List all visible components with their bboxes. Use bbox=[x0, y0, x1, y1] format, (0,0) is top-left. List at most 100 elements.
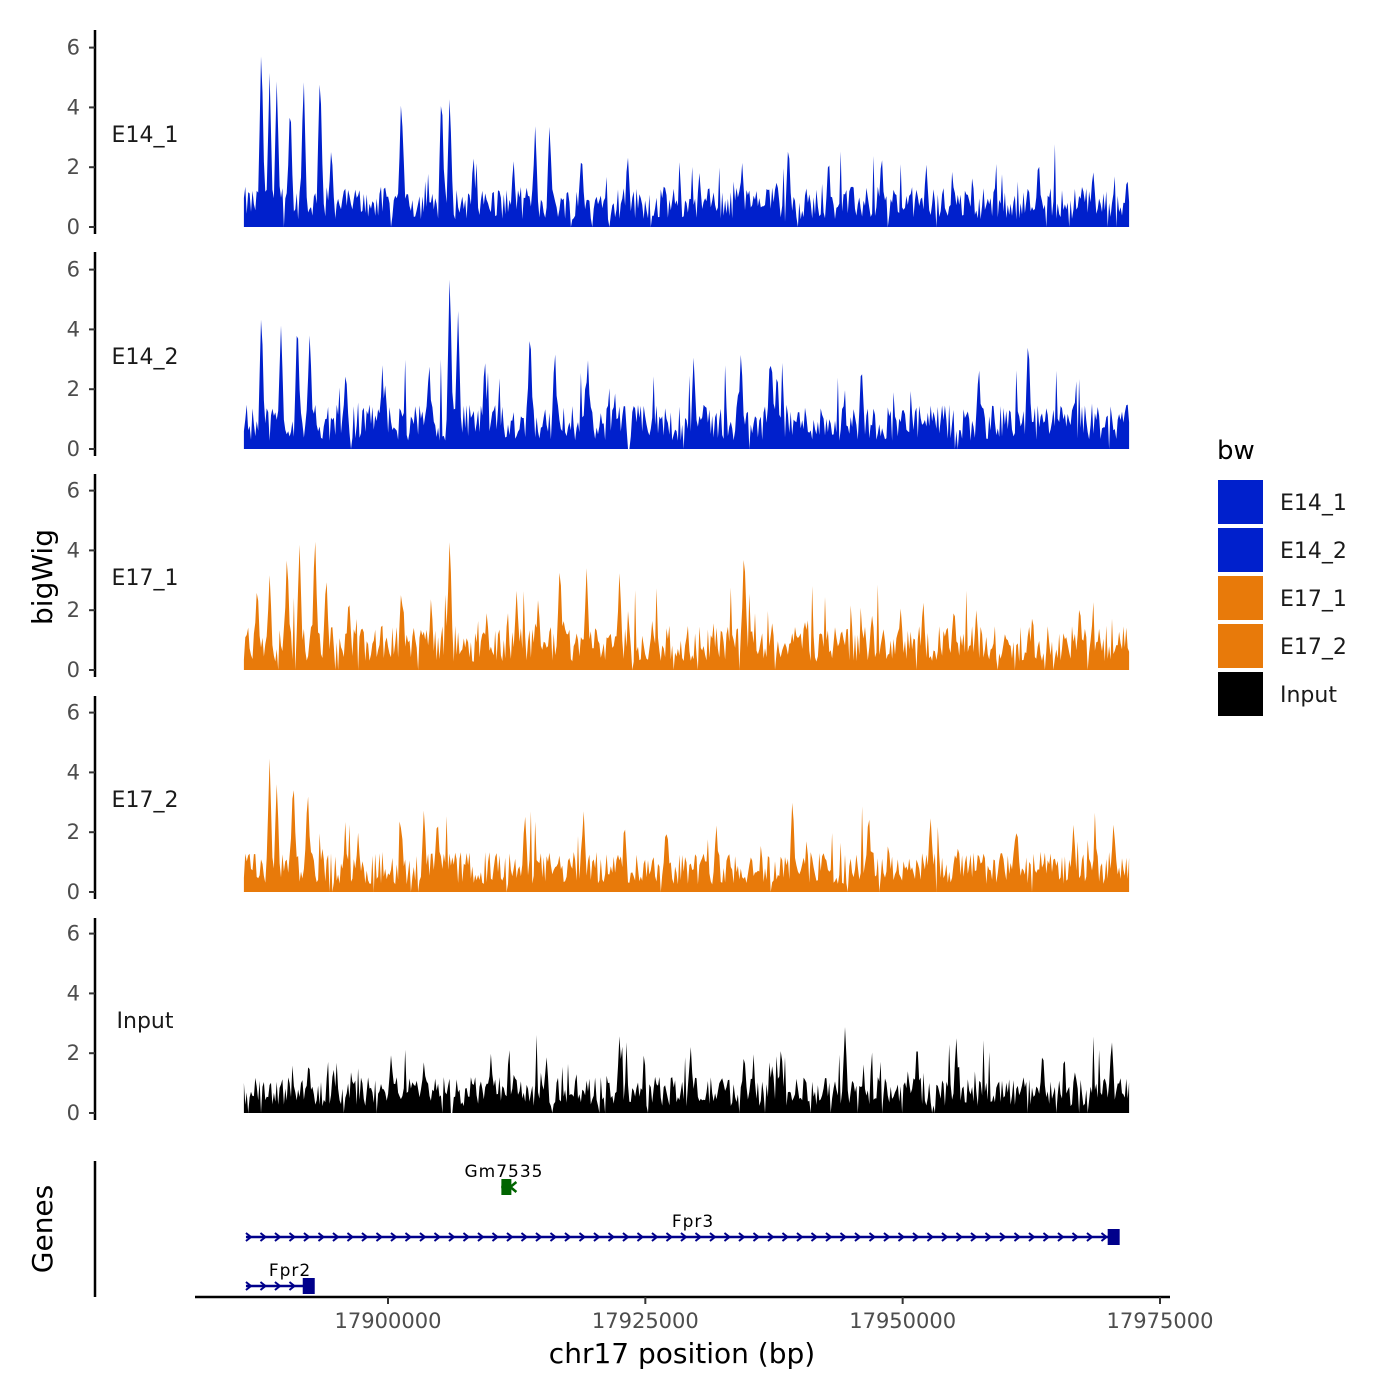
strand-chevron bbox=[941, 1232, 949, 1242]
strand-chevron bbox=[926, 1232, 935, 1242]
track-e14-2: 0 2 4 6 E14_2 bbox=[67, 252, 1130, 461]
legend-item-e14-2: E14_2 bbox=[1218, 528, 1347, 572]
strand-chevron bbox=[520, 1232, 529, 1242]
track-label: E17_1 bbox=[112, 566, 179, 591]
track-label: E14_2 bbox=[112, 345, 179, 370]
strand-chevron bbox=[665, 1232, 674, 1242]
legend-swatch bbox=[1218, 480, 1263, 524]
strand-chevron bbox=[361, 1232, 369, 1242]
strand-chevron bbox=[274, 1232, 282, 1242]
strand-chevron bbox=[303, 1232, 311, 1242]
strand-chevron bbox=[1086, 1232, 1094, 1242]
y-tick-label: 2 bbox=[67, 377, 80, 401]
y-tick-label: 2 bbox=[67, 820, 80, 844]
strand-chevron bbox=[259, 1281, 268, 1291]
strand-chevron bbox=[810, 1232, 819, 1242]
strand-chevron bbox=[854, 1232, 862, 1242]
strand-chevron bbox=[825, 1232, 833, 1242]
strand-chevron bbox=[549, 1232, 558, 1242]
strand-chevron bbox=[1042, 1232, 1051, 1242]
strand-chevron bbox=[1100, 1232, 1109, 1242]
gene-exon bbox=[1107, 1229, 1120, 1245]
strand-chevron bbox=[738, 1232, 746, 1242]
gene-fpr3: Fpr3 bbox=[245, 1212, 1120, 1245]
strand-chevron bbox=[419, 1232, 427, 1242]
y-tick-label: 6 bbox=[67, 36, 80, 60]
legend-title: bw bbox=[1217, 436, 1255, 466]
bigwig-tracks: 0 2 4 6 E14_1 0 2 4 6 E14_2 0 2 4 6 E17_1 0 2 4 6 E17_2 0 2 4 6… bbox=[67, 30, 1130, 1125]
y-tick-label: 4 bbox=[67, 95, 80, 119]
strand-chevron bbox=[332, 1232, 340, 1242]
gene-exon bbox=[302, 1278, 315, 1294]
strand-chevron bbox=[694, 1232, 703, 1242]
y-tick-label: 0 bbox=[67, 1101, 80, 1125]
legend-label: E14_1 bbox=[1280, 491, 1347, 516]
legend: bw E14_1 E14_2 E17_1 E17_2 Input bbox=[1217, 436, 1347, 716]
x-tick-label: 17950000 bbox=[849, 1309, 956, 1333]
y-tick-label: 0 bbox=[67, 437, 80, 461]
signal-area bbox=[243, 279, 1130, 449]
strand-chevron bbox=[999, 1232, 1007, 1242]
y-tick-label: 4 bbox=[67, 538, 80, 562]
y-tick-label: 0 bbox=[67, 880, 80, 904]
strand-chevron bbox=[1013, 1232, 1022, 1242]
strand-chevron bbox=[651, 1232, 659, 1242]
gene-fpr2: Fpr2 bbox=[245, 1261, 315, 1294]
strand-chevron bbox=[433, 1232, 442, 1242]
legend-swatch bbox=[1218, 624, 1263, 668]
strand-chevron bbox=[390, 1232, 398, 1242]
gene-label: Gm7535 bbox=[465, 1162, 544, 1182]
y-tick-label: 6 bbox=[67, 922, 80, 946]
strand-chevron bbox=[680, 1232, 688, 1242]
strand-chevron bbox=[491, 1232, 500, 1242]
legend-label: E14_2 bbox=[1280, 539, 1347, 564]
strand-chevron bbox=[796, 1232, 804, 1242]
strand-chevron bbox=[346, 1232, 355, 1242]
strand-chevron bbox=[883, 1232, 891, 1242]
strand-chevron bbox=[1057, 1232, 1065, 1242]
x-tick-label: 17975000 bbox=[1107, 1309, 1214, 1333]
y-tick-label: 0 bbox=[67, 215, 80, 239]
signal-area bbox=[243, 1027, 1130, 1113]
strand-chevron bbox=[897, 1232, 906, 1242]
gene-label: Fpr3 bbox=[672, 1212, 714, 1232]
strand-chevron bbox=[767, 1232, 775, 1242]
strand-chevron bbox=[636, 1232, 645, 1242]
track-input: 0 2 4 6 Input bbox=[67, 918, 1130, 1125]
strand-chevron bbox=[477, 1232, 485, 1242]
y-tick-label: 6 bbox=[67, 701, 80, 725]
y-tick-label: 6 bbox=[67, 258, 80, 282]
y-tick-label: 2 bbox=[67, 1041, 80, 1065]
x-tick-label: 17900000 bbox=[335, 1309, 442, 1333]
track-label: E14_1 bbox=[112, 123, 179, 148]
y-tick-label: 4 bbox=[67, 317, 80, 341]
signal-area bbox=[243, 541, 1130, 670]
y-tick-label: 2 bbox=[67, 598, 80, 622]
strand-chevron bbox=[288, 1232, 297, 1242]
y-tick-label: 0 bbox=[67, 658, 80, 682]
legend-label: E17_2 bbox=[1280, 635, 1347, 660]
strand-chevron bbox=[1028, 1232, 1036, 1242]
strand-chevron bbox=[578, 1232, 587, 1242]
strand-chevron bbox=[781, 1232, 790, 1242]
strand-chevron bbox=[245, 1232, 253, 1242]
strand-chevron bbox=[288, 1281, 297, 1291]
legend-item-e17-1: E17_1 bbox=[1218, 576, 1347, 620]
legend-swatch bbox=[1218, 576, 1263, 620]
track-label: Input bbox=[117, 1009, 174, 1034]
strand-chevron bbox=[375, 1232, 384, 1242]
strand-chevron bbox=[506, 1232, 514, 1242]
strand-chevron bbox=[723, 1232, 732, 1242]
y-tick-label: 6 bbox=[67, 479, 80, 503]
strand-chevron bbox=[709, 1232, 717, 1242]
legend-label: Input bbox=[1280, 683, 1337, 708]
strand-chevron bbox=[1071, 1232, 1080, 1242]
strand-chevron bbox=[912, 1232, 920, 1242]
strand-chevron bbox=[259, 1232, 268, 1242]
track-e17-1: 0 2 4 6 E17_1 bbox=[67, 474, 1130, 682]
legend-label: E17_1 bbox=[1280, 587, 1347, 612]
legend-item-e17-2: E17_2 bbox=[1218, 624, 1347, 668]
genes-panel: Gm7535 Fpr3 Fpr2 bbox=[93, 1161, 1120, 1297]
strand-chevron bbox=[508, 1181, 518, 1193]
